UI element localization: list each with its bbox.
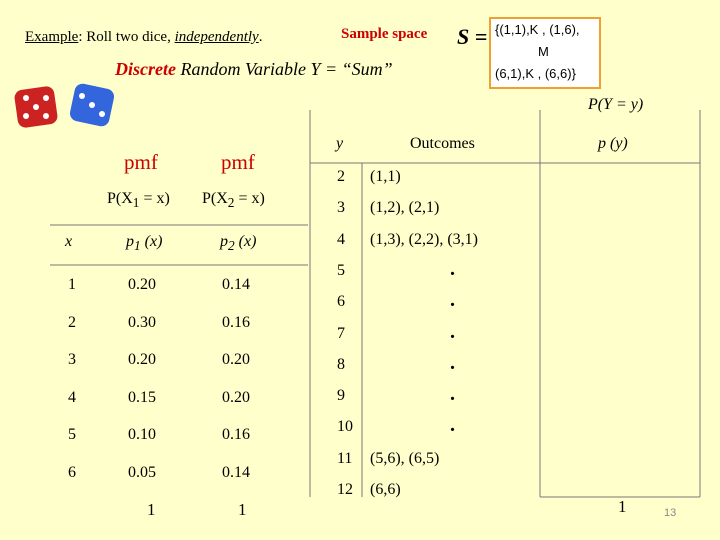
total: 1 xyxy=(238,500,247,519)
table-cell: 11 xyxy=(337,449,353,467)
set-line: {(1,1),K , (1,6), xyxy=(495,22,580,37)
table-cell: 9 xyxy=(337,387,345,405)
set-box xyxy=(489,17,601,89)
table-cell: (6,6) xyxy=(370,481,401,498)
table-cell: 0.20 xyxy=(222,388,250,406)
example-text: : Roll two dice, xyxy=(78,29,175,45)
table-cell: 3 xyxy=(337,199,345,217)
table-cell: 5 xyxy=(337,261,345,279)
set-line: M xyxy=(538,44,549,59)
px-suffix: = x) xyxy=(234,190,265,207)
page-number: 13 xyxy=(664,507,677,519)
table-cell: 0.14 xyxy=(222,276,250,293)
table-cell: (1,3), (2,2), (3,1) xyxy=(370,230,478,248)
table-cell: . xyxy=(450,257,455,280)
table-cell: 0.10 xyxy=(128,426,156,443)
pmf-label: pmf xyxy=(221,150,255,174)
table-cell: (5,6), (6,5) xyxy=(370,449,440,467)
example-label: Example xyxy=(25,29,79,45)
sample-space-label: Sample space xyxy=(341,26,428,42)
table-cell: 0.20 xyxy=(128,351,156,368)
table-cell: 10 xyxy=(337,418,353,436)
column-header: y xyxy=(336,135,344,152)
header-prefix: p xyxy=(220,233,228,250)
table-lines xyxy=(50,110,701,498)
column-header: Outcomes xyxy=(410,135,475,152)
table-cell: (1,2), (2,1) xyxy=(370,199,440,217)
table-cell: 0.30 xyxy=(128,313,156,331)
independently: independently xyxy=(174,29,259,45)
column-header: p (y) xyxy=(598,135,628,152)
example-line: Example: Roll two dice, independently. xyxy=(25,29,262,46)
rv-text: Random Variable Y = “Sum” xyxy=(180,59,393,79)
header-sub: 2 xyxy=(228,238,235,254)
header-sub: 1 xyxy=(134,238,141,254)
header-suffix: (x) xyxy=(234,233,257,250)
px-label: P(X1 = x) xyxy=(107,190,170,211)
total: 1 xyxy=(147,500,156,519)
table-cell: 0.16 xyxy=(222,426,250,443)
discrete: Discrete xyxy=(115,59,176,79)
s-equals: S = xyxy=(457,24,488,49)
table-cell: 0.14 xyxy=(222,463,250,481)
table-cell: 0.05 xyxy=(128,463,156,481)
py-label: P(Y = y) xyxy=(588,96,644,113)
table-cell: . xyxy=(450,289,455,312)
header-prefix: p xyxy=(126,233,134,250)
table-cell: 1 xyxy=(68,276,76,293)
table-cell: 8 xyxy=(337,355,345,373)
table-cell: 0.15 xyxy=(128,388,156,406)
table-cell: . xyxy=(450,320,455,343)
table-cell: . xyxy=(450,414,455,437)
px-prefix: P(X xyxy=(107,190,133,207)
column-header: p2 (x) xyxy=(220,233,256,254)
table-cell: (1,1) xyxy=(370,168,401,185)
table-cell: 12 xyxy=(337,481,353,498)
px-sub: 1 xyxy=(132,195,140,211)
table-cell: 2 xyxy=(68,313,76,331)
column-header: p1 (x) xyxy=(126,233,162,254)
table-cell: 2 xyxy=(337,168,345,185)
table-cell: 0.16 xyxy=(222,313,250,331)
table-cell: . xyxy=(450,351,455,374)
column-header: x xyxy=(65,233,73,250)
table-cell: 4 xyxy=(337,230,345,248)
blue-die xyxy=(69,83,115,127)
px-label: P(X2 = x) xyxy=(202,190,265,211)
px-suffix: = x) xyxy=(139,190,170,207)
px-sub: 2 xyxy=(227,195,235,211)
table-cell: 4 xyxy=(68,388,76,406)
total: 1 xyxy=(618,497,627,516)
header-suffix: (x) xyxy=(140,233,163,250)
rv-line: Discrete Random Variable Y = “Sum” xyxy=(115,59,393,80)
table-cell: 6 xyxy=(337,293,345,311)
table-cell: 3 xyxy=(68,351,76,368)
table-cell: 5 xyxy=(68,426,76,443)
set-line: (6,1),K , (6,6)} xyxy=(495,66,576,81)
table-cell: 7 xyxy=(337,324,345,342)
px-prefix: P(X xyxy=(202,190,228,207)
table-cell: 0.20 xyxy=(222,351,250,368)
table-cell: 0.20 xyxy=(128,276,156,293)
table-cell: . xyxy=(450,383,455,406)
pmf-label: pmf xyxy=(124,150,158,174)
red-die xyxy=(14,86,58,128)
period: . xyxy=(258,29,263,45)
table-cell: 6 xyxy=(68,463,76,481)
